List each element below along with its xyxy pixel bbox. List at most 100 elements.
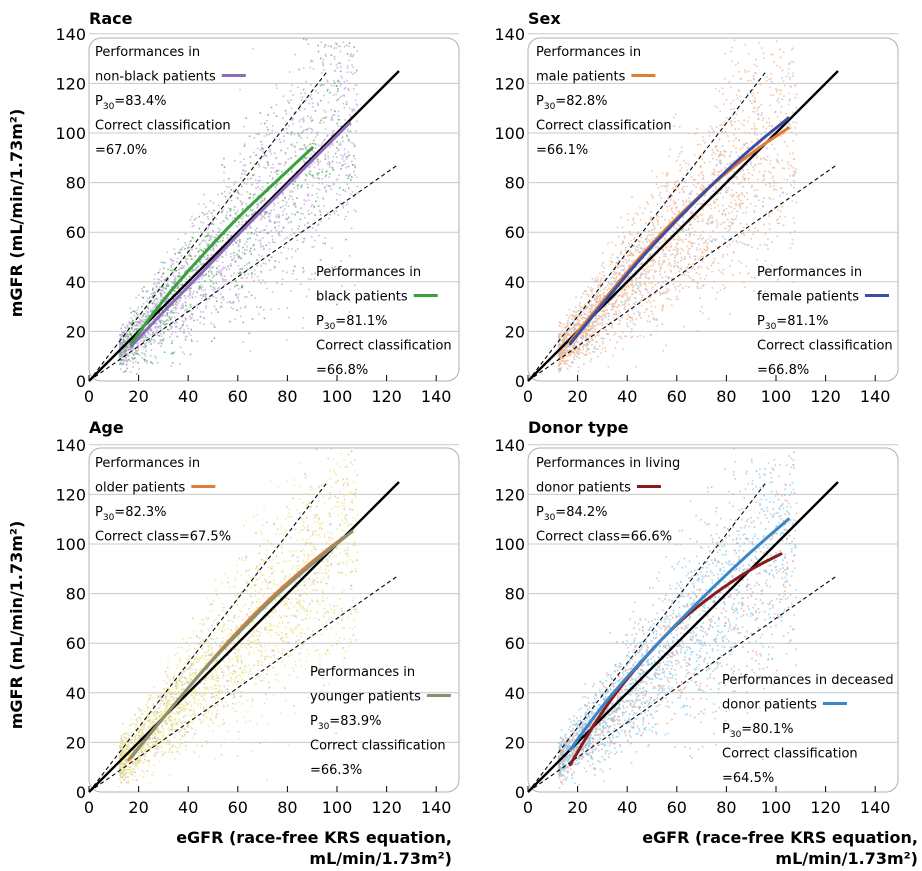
- scatter-point: [652, 223, 654, 225]
- scatter-point: [249, 237, 251, 240]
- scatter-point: [751, 186, 753, 188]
- scatter-point: [241, 268, 244, 271]
- scatter-point: [701, 213, 703, 216]
- scatter-point: [252, 194, 255, 196]
- scatter-point: [222, 220, 224, 222]
- scatter-point: [701, 250, 703, 253]
- scatter-point: [592, 351, 594, 353]
- scatter-point: [629, 320, 632, 323]
- scatter-point: [239, 307, 242, 309]
- scatter-point: [142, 302, 145, 305]
- scatter-point: [686, 266, 689, 268]
- scatter-point: [564, 349, 566, 352]
- scatter-point: [154, 355, 156, 358]
- scatter-point: [746, 192, 748, 194]
- scatter-point: [296, 141, 298, 144]
- scatter-point: [668, 262, 670, 264]
- scatter-point: [731, 188, 733, 191]
- scatter-point: [760, 158, 763, 161]
- scatter-point: [724, 213, 726, 215]
- scatter-point: [304, 146, 307, 148]
- scatter-point: [745, 211, 747, 214]
- scatter-point: [725, 189, 728, 192]
- scatter-point: [754, 106, 756, 109]
- scatter-point: [173, 316, 176, 319]
- scatter-point: [743, 281, 745, 284]
- scatter-point: [619, 294, 621, 296]
- scatter-point: [701, 184, 703, 187]
- scatter-point: [616, 271, 618, 274]
- scatter-point: [652, 263, 655, 265]
- scatter-point: [234, 212, 237, 215]
- scatter-point: [757, 107, 759, 110]
- scatter-point: [148, 315, 150, 317]
- scatter-point: [121, 351, 124, 354]
- scatter-point: [585, 333, 587, 335]
- scatter-point: [310, 205, 312, 208]
- scatter-point: [282, 193, 284, 196]
- scatter-point: [760, 162, 762, 165]
- scatter-point: [672, 186, 674, 189]
- scatter-point: [284, 197, 287, 199]
- scatter-point: [297, 132, 299, 135]
- scatter-point: [679, 164, 682, 166]
- scatter-point: [195, 217, 197, 219]
- scatter-point: [587, 330, 589, 333]
- scatter-point: [676, 242, 679, 244]
- scatter-point: [614, 305, 616, 308]
- scatter-point: [702, 256, 705, 258]
- scatter-point: [674, 255, 677, 257]
- scatter-point: [279, 141, 282, 144]
- scatter-point: [630, 239, 633, 242]
- scatter-point: [171, 281, 173, 283]
- scatter-point: [575, 345, 577, 347]
- scatter-point: [616, 262, 618, 264]
- scatter-point: [354, 174, 356, 176]
- scatter-point: [210, 312, 213, 314]
- scatter-point: [595, 320, 598, 323]
- scatter-point: [640, 273, 642, 276]
- scatter-point: [793, 222, 796, 224]
- scatter-point: [751, 276, 753, 278]
- scatter-point: [303, 129, 305, 132]
- scatter-point: [268, 248, 271, 250]
- scatter-point: [292, 94, 294, 96]
- scatter-point: [698, 237, 701, 239]
- scatter-point: [564, 334, 566, 336]
- scatter-point: [282, 270, 284, 272]
- scatter-point: [184, 269, 187, 272]
- scatter-point: [223, 233, 226, 235]
- scatter-point: [228, 231, 231, 233]
- scatter-point: [130, 317, 133, 319]
- scatter-point: [794, 127, 796, 129]
- scatter-point: [288, 101, 290, 104]
- scatter-point: [180, 248, 183, 251]
- scatter-point: [567, 320, 569, 322]
- scatter-point: [206, 257, 209, 259]
- scatter-point: [680, 267, 682, 269]
- scatter-point: [677, 198, 680, 201]
- scatter-point: [701, 260, 704, 262]
- scatter-point: [753, 100, 755, 102]
- scatter-point: [196, 303, 198, 306]
- scatter-point: [288, 195, 291, 197]
- scatter-point: [354, 157, 356, 160]
- scatter-point: [620, 269, 623, 272]
- scatter-point: [559, 321, 561, 324]
- scatter-point: [222, 237, 224, 239]
- scatter-point: [768, 121, 771, 124]
- scatter-point: [708, 215, 711, 217]
- panel-title: Race: [89, 9, 133, 28]
- scatter-point: [714, 298, 717, 301]
- scatter-point: [141, 352, 143, 354]
- annotation-text: Performances in: [316, 265, 421, 280]
- scatter-point: [336, 147, 338, 149]
- scatter-point: [640, 236, 642, 239]
- scatter-point: [124, 326, 126, 328]
- scatter-point: [571, 315, 574, 318]
- scatter-point: [209, 278, 211, 281]
- scatter-point: [356, 176, 358, 179]
- scatter-point: [648, 256, 650, 258]
- scatter-point: [189, 334, 192, 336]
- scatter-point: [591, 278, 594, 280]
